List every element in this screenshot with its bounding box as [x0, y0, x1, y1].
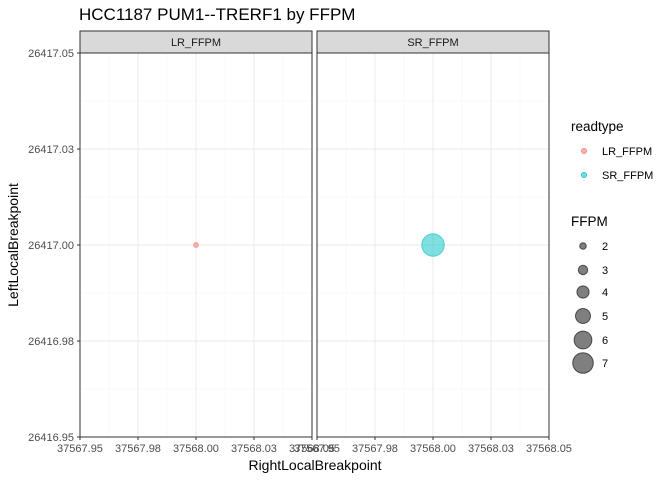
facet-strip [316, 30, 550, 54]
y-tick-label: 26416.98 [28, 336, 74, 348]
legend: readtype LR_FFPM SR_FFPM FFPM 2 3 4 5 6 7 [571, 119, 653, 374]
legend-color-title: readtype [571, 119, 624, 134]
facet-panel-sr-ffpm: SR_FFPM 37567.95 37567.98 37568.00 37568.03 3… [294, 30, 572, 455]
x-tick-label: 37568.00 [173, 443, 219, 455]
facet-panel-lr-ffpm: LR_FFPM 37567.95 37567.98 37568.00 37568.03 3… [57, 30, 335, 455]
legend-size-label: 3 [602, 265, 608, 277]
x-tick-label: 37568.05 [289, 443, 335, 455]
legend-size-label: 4 [602, 287, 608, 299]
legend-size-label: 6 [602, 335, 608, 347]
y-tick-label: 26416.95 [28, 432, 74, 444]
legend-size-label: 5 [602, 311, 608, 323]
legend-size-label: 7 [602, 358, 608, 370]
y-tick-label: 26417.00 [28, 240, 74, 252]
y-tick-label: 26417.05 [28, 48, 74, 60]
x-tick-label: 37567.98 [352, 443, 398, 455]
legend-color-label: SR_FFPM [602, 170, 653, 182]
x-tick-label: 37568.00 [410, 443, 456, 455]
x-tick-label: 37568.05 [526, 443, 572, 455]
legend-color-key [580, 147, 588, 155]
x-tick-label: 37567.95 [294, 443, 340, 455]
legend-size-key [572, 352, 594, 374]
legend-size-key [575, 308, 591, 324]
facet-panels: LR_FFPM 37567.95 37567.98 37568.00 37568.03 3… [57, 30, 572, 455]
legend-size-title: FFPM [571, 214, 608, 229]
y-tick-label: 26417.03 [28, 144, 74, 156]
data-point-sr-ffpm [421, 233, 445, 257]
x-tick-label: 37567.95 [57, 443, 103, 455]
chart-title: HCC1187 PUM1--TRERF1 by FFPM [79, 5, 355, 24]
facet-strip [79, 30, 313, 54]
y-axis: 26416.95 26416.98 26417.00 26417.03 26417.05 [28, 48, 80, 444]
facet-strip-label: SR_FFPM [407, 37, 458, 49]
legend-size-key [573, 330, 593, 350]
x-tick-label: 37567.98 [115, 443, 161, 455]
facet-strip-label: LR_FFPM [171, 37, 221, 49]
y-axis-title: LeftLocalBreakpoint [5, 183, 21, 307]
x-tick-label: 37568.03 [231, 443, 277, 455]
x-tick-label: 37568.03 [468, 443, 514, 455]
legend-size-key [577, 264, 589, 276]
data-point-lr-ffpm [193, 242, 199, 248]
legend-size-key [579, 242, 587, 250]
legend-size-key [576, 285, 590, 299]
x-axis-title: RightLocalBreakpoint [248, 457, 381, 473]
legend-color-label: LR_FFPM [602, 146, 652, 158]
legend-size-label: 2 [602, 241, 608, 253]
legend-color-key [580, 171, 588, 179]
